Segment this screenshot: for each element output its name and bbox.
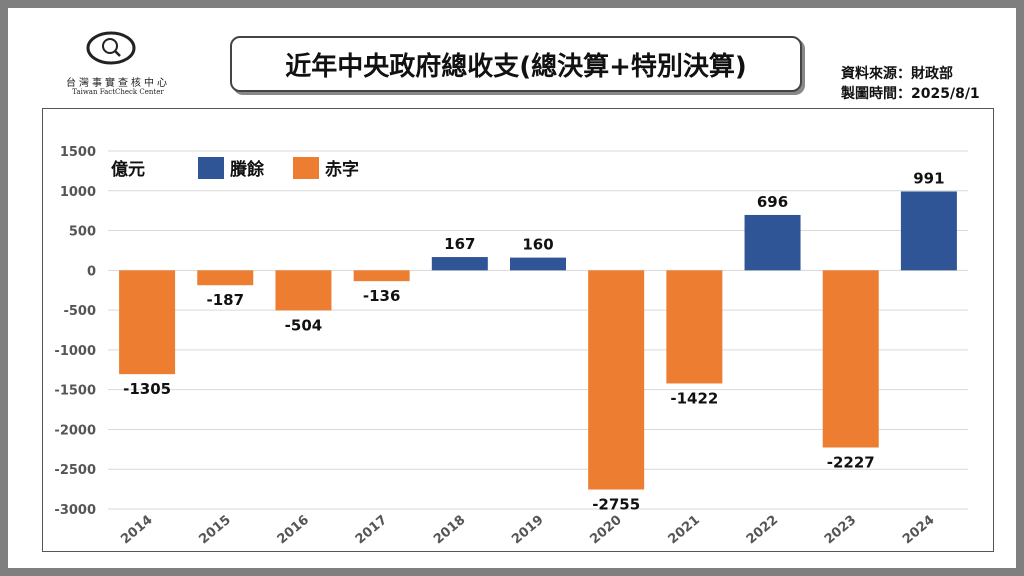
- data-label: -504: [285, 316, 323, 334]
- chart-card: 台灣事實查核中心 Taiwan FactCheck Center 近年中央政府總…: [8, 8, 1016, 568]
- x-tick-label: 2021: [666, 513, 703, 548]
- bar: [744, 214, 801, 271]
- y-tick-label: 0: [87, 264, 96, 279]
- x-tick-label: 2023: [822, 513, 859, 548]
- bar: [900, 191, 957, 271]
- data-label: 991: [913, 169, 944, 187]
- bar: [510, 257, 566, 271]
- x-tick-label: 2019: [509, 513, 546, 548]
- logo-name-cn: 台灣事實查核中心: [66, 78, 170, 89]
- bar: [822, 270, 879, 448]
- y-tick-label: -2000: [54, 423, 96, 438]
- y-tick-label: -3000: [54, 503, 96, 518]
- bar: [666, 270, 723, 384]
- y-tick-label: 1000: [60, 185, 96, 200]
- x-tick-label: 2016: [275, 513, 312, 548]
- x-tick-label: 2024: [900, 513, 937, 548]
- y-tick-label: -1000: [54, 344, 96, 359]
- data-label: -2227: [827, 454, 875, 472]
- bar: [431, 257, 488, 271]
- logo-name-en: Taiwan FactCheck Center: [72, 88, 164, 96]
- magnifier-eye-icon: [86, 31, 136, 65]
- data-label: 696: [757, 193, 788, 211]
- x-tick-label: 2018: [431, 513, 468, 548]
- bar: [197, 270, 254, 286]
- data-label: 167: [444, 235, 475, 253]
- date-line: 製圖時間：2025/8/1: [841, 86, 980, 102]
- data-label: -1305: [123, 380, 171, 398]
- x-tick-label: 2017: [353, 513, 390, 548]
- bar: [275, 270, 332, 311]
- legend-label: 赤字: [325, 159, 359, 180]
- bar: [588, 270, 645, 490]
- unit-label: 億元: [111, 159, 145, 180]
- bar: [119, 270, 176, 375]
- data-label: -2755: [592, 496, 640, 514]
- tfc-logo: 台灣事實查核中心 Taiwan FactCheck Center: [48, 28, 188, 108]
- x-tick-label: 2022: [744, 513, 781, 548]
- data-label: -187: [206, 291, 244, 309]
- source-line: 資料來源：財政部: [841, 66, 953, 82]
- plot-area: 1500 1000 500 0 -500 -1000 -1500 -2000 -2500 -300…: [42, 108, 994, 552]
- y-tick-label: 1500: [60, 145, 96, 160]
- legend-swatch: [198, 157, 224, 179]
- legend-label: 賸餘: [230, 159, 265, 180]
- source-info: 資料來源：財政部 製圖時間：2025/8/1: [841, 64, 980, 104]
- chart-title-text: 近年中央政府總收支(總決算+特別決算): [285, 51, 747, 82]
- legend-swatch: [293, 157, 319, 179]
- y-tick-label: -500: [63, 304, 96, 319]
- data-label: -1422: [670, 389, 718, 407]
- bar-chart: 1500 1000 500 0 -500 -1000 -1500 -2000 -2500 -300…: [54, 145, 968, 548]
- y-tick-label: -2500: [54, 463, 96, 478]
- chart-title: 近年中央政府總收支(總決算+特別決算): [230, 36, 802, 92]
- data-label: -136: [363, 287, 401, 305]
- x-tick-label: 2014: [118, 513, 155, 548]
- x-tick-label: 2015: [196, 513, 233, 548]
- y-tick-label: 500: [69, 225, 96, 240]
- y-tick-label: -1500: [54, 384, 96, 399]
- bar: [353, 270, 410, 282]
- x-tick-label: 2020: [587, 513, 624, 548]
- data-label: 160: [522, 236, 553, 254]
